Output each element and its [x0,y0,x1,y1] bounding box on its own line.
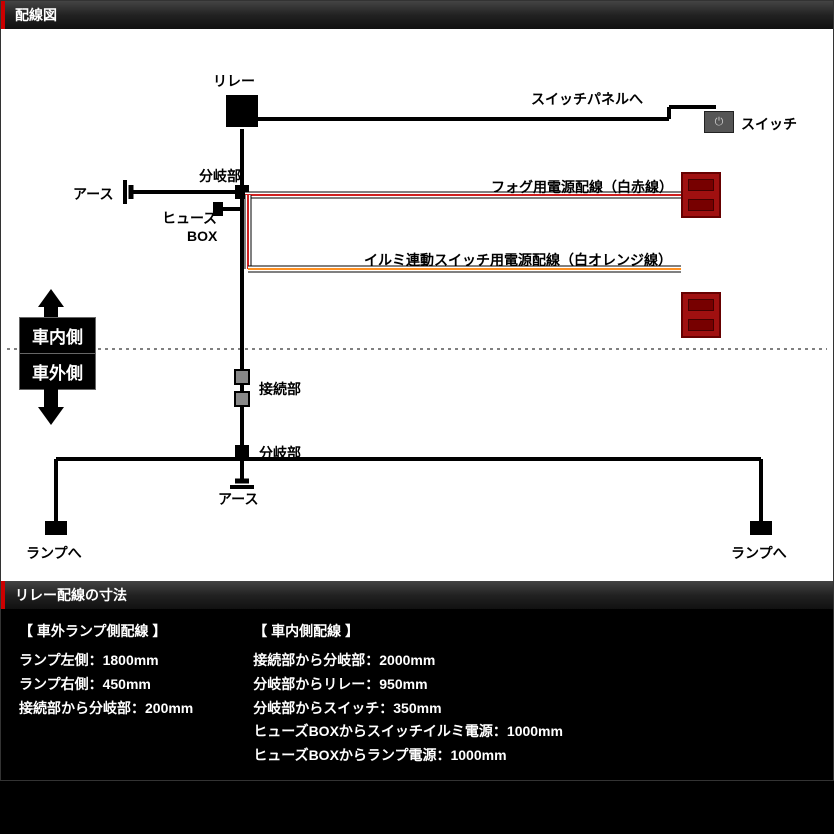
earth-label-1: アース [73,184,113,204]
illumi-power-label: イルミ連動スイッチ用電源配線（白オレンジ線） [364,250,672,270]
arrow-down-icon [38,385,64,425]
branch-label-1: 分岐部 [199,166,241,186]
interior-dimensions: 【 車内側配線 】 接続部から分岐部：2000mm 分岐部からリレー：950mm… [253,621,563,768]
exterior-heading: 【 車外ランプ側配線 】 [19,621,193,641]
lamp-left-label: ランプへ [26,543,82,563]
wiring-diagram: リレー スイッチパネルへ ⏻ スイッチ 分岐部 アース ヒューズ BOX フォグ… [1,29,833,581]
interior-heading: 【 車内側配線 】 [253,621,563,641]
exterior-item: ランプ右側：450mm [19,673,193,697]
relay-box [226,95,258,127]
lamp-right-label: ランプへ [731,543,787,563]
switch-label: スイッチ [741,114,797,134]
interior-item: 分岐部からスイッチ：350mm [253,697,563,721]
interior-item: ヒューズBOXからスイッチイルミ電源：1000mm [253,720,563,744]
earth-label-2: アース [218,489,258,509]
connection-label: 接続部 [259,379,301,399]
diagram-section-header: 配線図 [1,1,833,29]
connector-2 [234,391,250,407]
dimensions-area: 【 車外ランプ側配線 】 ランプ左側：1800mm ランプ右側：450mm 接続… [1,609,833,780]
fog-power-label: フォグ用電源配線（白赤線） [491,177,673,197]
relay-label: リレー [213,71,255,91]
interior-side-label: 車内側 [19,317,96,354]
branch-label-2: 分岐部 [259,443,301,463]
switch-icon: ⏻ [704,111,734,133]
fog-fuse-tap-icon [681,172,721,218]
exterior-item: ランプ左側：1800mm [19,649,193,673]
interior-item: 分岐部からリレー：950mm [253,673,563,697]
interior-item: 接続部から分岐部：2000mm [253,649,563,673]
exterior-dimensions: 【 車外ランプ側配線 】 ランプ左側：1800mm ランプ右側：450mm 接続… [19,621,193,768]
interior-item: ヒューズBOXからランプ電源：1000mm [253,744,563,768]
connector-1 [234,369,250,385]
illumi-fuse-tap-icon [681,292,721,338]
exterior-item: 接続部から分岐部：200mm [19,697,193,721]
switch-panel-label: スイッチパネルへ [531,89,643,109]
dimensions-section-header: リレー配線の寸法 [1,581,833,609]
fuse-box-label: ヒューズ BOX [162,209,217,245]
